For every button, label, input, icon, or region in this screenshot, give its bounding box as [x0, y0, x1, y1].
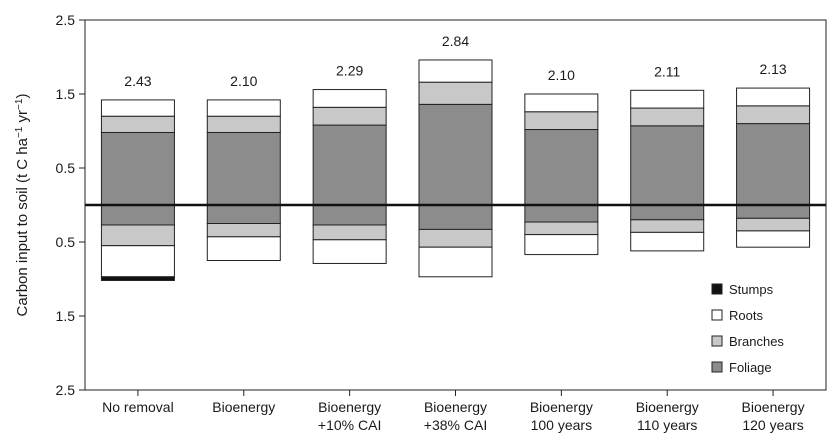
y-axis-title-part: Carbon input to soil (t C ha [14, 137, 31, 316]
legend-swatch-foliage [711, 361, 723, 373]
y-tick-label: 0.5 [56, 160, 76, 176]
legend-swatch-stumps [711, 283, 723, 295]
y-axis-title: Carbon input to soil (t C ha−1 yr−1) [14, 94, 32, 317]
bar-segment-foliage [418, 103, 493, 206]
bar-segment-roots [206, 99, 281, 117]
bar-segment-foliage [630, 125, 705, 206]
y-axis-title-part: ) [14, 94, 31, 99]
y-axis-title-part: −1 [14, 126, 25, 138]
bar-segment-branches [312, 224, 387, 241]
bar-segment-roots [418, 246, 493, 278]
y-tick-label: 2.5 [56, 382, 76, 398]
x-category-label: Bioenergy [530, 399, 593, 415]
bar-total-label: 2.29 [336, 63, 363, 79]
bar-segment-foliage [736, 204, 811, 219]
bar-segment-roots [736, 230, 811, 248]
x-category-label: Bioenergy [212, 399, 275, 415]
y-tick-label: 0.5 [56, 234, 76, 250]
bar-segment-foliage [100, 204, 175, 226]
x-category-label: Bioenergy [424, 399, 487, 415]
bar-segment-foliage [524, 129, 599, 206]
bar-segment-foliage [100, 131, 175, 206]
bar-segment-foliage [312, 124, 387, 206]
bar-segment-branches [100, 224, 175, 247]
bar-segment-roots [312, 89, 387, 108]
bar-segment-branches [100, 115, 175, 133]
x-category-label: 120 years [742, 417, 803, 433]
bar-segment-branches [206, 115, 281, 133]
bar-segment-roots [630, 231, 705, 252]
y-tick-label: 1.5 [56, 308, 76, 324]
bar-total-label: 2.11 [654, 63, 680, 79]
bar-segment-branches [630, 219, 705, 233]
bar-segment-foliage [312, 204, 387, 226]
bar-segment-branches [524, 111, 599, 131]
bar-total-label: 2.10 [230, 73, 257, 89]
legend-label-branches: Branches [729, 334, 784, 349]
legend-swatch-roots [711, 309, 723, 321]
x-category-label: Bioenergy [318, 399, 381, 415]
bar-segment-branches [736, 217, 811, 232]
bar-segment-roots [524, 234, 599, 256]
bar-segment-roots [100, 245, 175, 278]
x-category-label: No removal [102, 399, 174, 415]
bar-segment-branches [736, 105, 811, 125]
legend-label-stumps: Stumps [729, 282, 774, 297]
x-category-label: Bioenergy [636, 399, 699, 415]
y-tick-label: 1.5 [56, 86, 76, 102]
bar-segment-foliage [630, 204, 705, 221]
bar-segment-foliage [736, 123, 811, 206]
bar-segment-branches [418, 81, 493, 105]
bar-segment-branches [630, 107, 705, 127]
y-axis-title-part: yr [14, 110, 31, 127]
bar-segment-roots [630, 89, 705, 109]
bar-segment-foliage [206, 204, 281, 224]
x-category-label: +10% CAI [318, 417, 381, 433]
x-category-label: 110 years [637, 417, 697, 433]
bar-segment-roots [206, 236, 281, 262]
bar-segment-branches [418, 228, 493, 248]
x-category-label: Bioenergy [742, 399, 805, 415]
bar-segment-roots [736, 87, 811, 107]
bar-total-label: 2.43 [124, 73, 151, 89]
bar-segment-roots [312, 239, 387, 264]
bar-total-label: 2.84 [442, 33, 469, 49]
bar-segment-branches [206, 223, 281, 238]
bar-segment-foliage [206, 131, 281, 206]
x-category-label: +38% CAI [424, 417, 487, 433]
legend-label-roots: Roots [729, 308, 763, 323]
bar-segment-branches [312, 106, 387, 126]
bar-total-label: 2.10 [548, 67, 575, 83]
y-axis-title-part: −1 [14, 98, 25, 110]
y-tick-label: 2.5 [56, 12, 76, 28]
bar-segment-foliage [418, 204, 493, 230]
bar-segment-roots [524, 93, 599, 113]
bar-segment-roots [100, 99, 175, 117]
bar-segment-roots [418, 59, 493, 83]
bar-total-label: 2.13 [759, 61, 786, 77]
legend-swatch-branches [711, 335, 723, 347]
x-category-label: 100 years [531, 417, 592, 433]
legend-label-foliage: Foliage [729, 360, 772, 375]
bar-segment-stumps [100, 276, 175, 281]
bar-segment-branches [524, 221, 599, 236]
bar-segment-foliage [524, 204, 599, 223]
